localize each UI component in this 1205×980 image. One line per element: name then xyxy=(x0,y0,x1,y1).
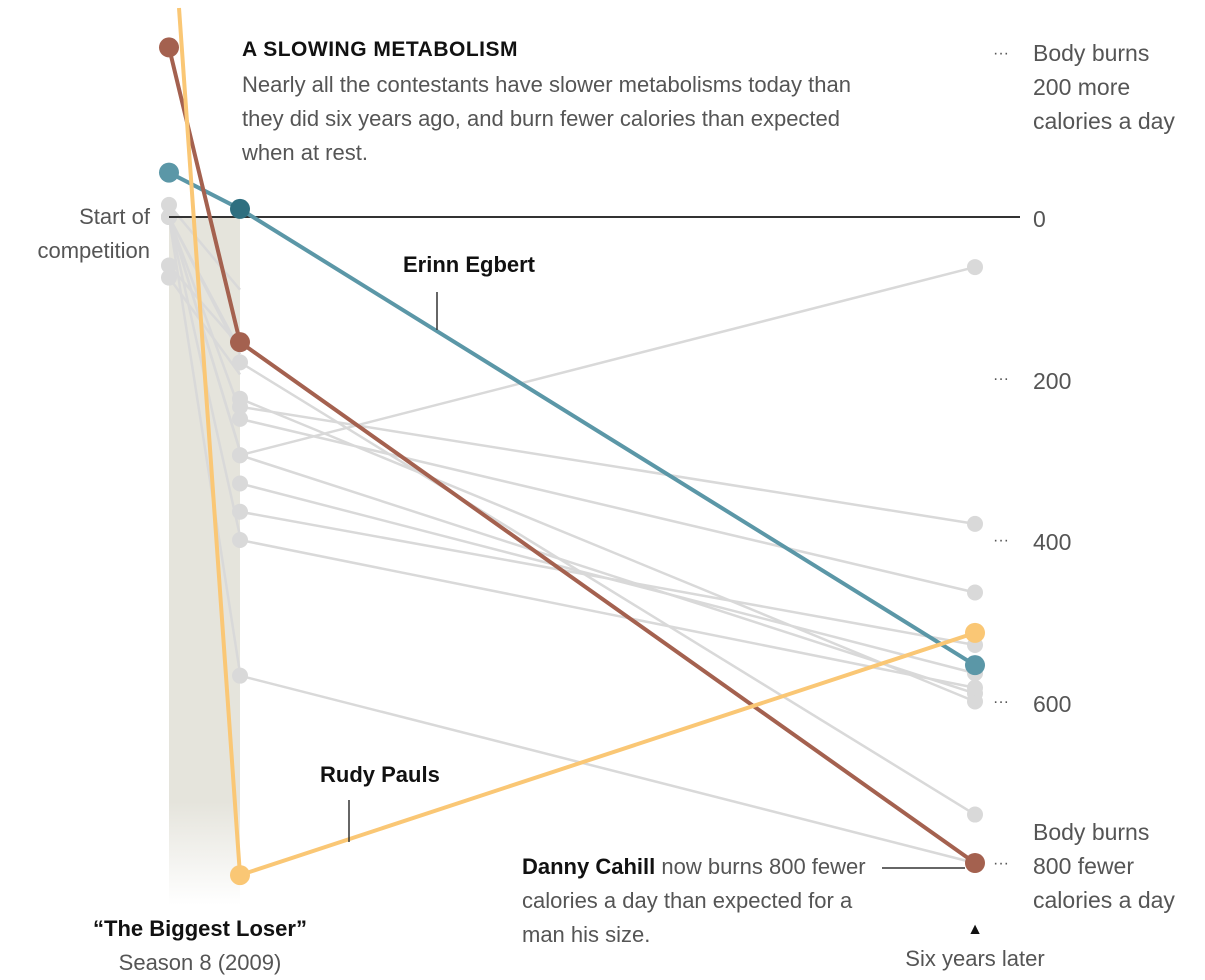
y-tick-label-0: 0 xyxy=(1033,206,1046,232)
point-erinn-start xyxy=(159,162,179,183)
series-g7-seg2 xyxy=(239,482,976,675)
erinn-egbert-label: Erinn Egbert xyxy=(403,252,536,277)
y-tick-leader-200: ··· xyxy=(993,371,1009,388)
point-g4-later xyxy=(967,515,983,532)
y-label-800-fewer-line3: calories a day xyxy=(1033,887,1175,913)
point-erinn-later xyxy=(965,655,985,676)
point-rudy-later xyxy=(965,622,985,643)
chart-title: A SLOWING METABOLISM xyxy=(242,38,518,61)
point-g3-later xyxy=(967,806,983,823)
point-g8-end-competition xyxy=(232,532,248,548)
chart-subtitle: Nearly all the contestants have slower m… xyxy=(242,72,851,165)
series-g7-seg1 xyxy=(167,216,242,452)
point-g1-start xyxy=(161,196,177,213)
point-g7-end-competition xyxy=(232,475,248,492)
start-label-line1: Start of xyxy=(79,204,150,229)
start-label-line2: competition xyxy=(37,238,150,263)
start-of-competition-label: Start of competition xyxy=(37,200,150,268)
danny-cahill-note: now burns 800 fewer calories a day than … xyxy=(522,854,866,947)
highlight-series-group xyxy=(159,7,985,886)
danny-cahill-name: Danny Cahill xyxy=(522,854,656,879)
point-rudy-end-competition xyxy=(230,865,250,886)
series-g5-seg1 xyxy=(167,216,242,355)
point-g6-later xyxy=(967,259,983,276)
series-g10-seg1 xyxy=(167,216,242,412)
tick-leaders-group: ··· ··· ··· ··· ··· xyxy=(993,45,1009,872)
six-years-later-text: Six years later xyxy=(905,946,1045,971)
y-tick-label-600: 600 xyxy=(1033,691,1072,717)
point-g3-end-competition xyxy=(232,354,248,371)
gray-series-group xyxy=(161,196,983,871)
series-g1-seg1 xyxy=(168,204,241,291)
point-g5-later xyxy=(967,693,983,710)
series-g10-seg2 xyxy=(239,417,976,594)
show-season-label: “The Biggest Loser” Season 8 (2009) xyxy=(0,912,400,980)
series-g5-seg2 xyxy=(239,397,976,703)
y-tick-leader-800: ··· xyxy=(993,855,1009,872)
y-tick-leader-400: ··· xyxy=(993,532,1009,549)
y-label-200-more-line2: 200 more xyxy=(1033,74,1131,100)
series-g6-seg2 xyxy=(239,265,976,457)
point-g10-end-competition xyxy=(232,410,248,427)
rudy-pauls-label: Rudy Pauls xyxy=(320,762,440,787)
y-label-800-fewer-line1: Body burns xyxy=(1033,819,1150,845)
y-tick-leader--200: ··· xyxy=(993,45,1009,62)
y-label-200-more-line3: calories a day xyxy=(1033,108,1175,134)
danny-cahill-annotation: Danny Cahill now burns 800 fewer calorie… xyxy=(522,850,882,952)
point-g8-later xyxy=(967,679,983,696)
y-tick-label-200: 200 xyxy=(1033,368,1072,394)
point-g10-later xyxy=(967,584,983,601)
point-danny-end-competition xyxy=(230,332,250,353)
y-label-800-fewer-line2: 800 fewer xyxy=(1033,853,1135,879)
y-tick-leader-600: ··· xyxy=(993,694,1009,711)
series-g9-seg2 xyxy=(239,674,976,865)
point-erinn-end-competition xyxy=(230,198,250,219)
y-tick-label-400: 400 xyxy=(1033,529,1072,555)
point-danny-start xyxy=(159,37,179,58)
season-name: Season 8 (2009) xyxy=(118,950,282,975)
series-g3-seg2 xyxy=(239,361,976,816)
point-danny-later xyxy=(965,853,985,873)
y-label-800-fewer: Body burns 800 fewer calories a day xyxy=(1033,815,1203,917)
point-g3-start xyxy=(161,269,177,286)
show-name: “The Biggest Loser” xyxy=(93,916,307,941)
competition-band xyxy=(169,217,240,905)
six-years-marker-icon: ▲ xyxy=(967,921,983,938)
series-g8-seg2 xyxy=(239,538,976,689)
point-g9-end-competition xyxy=(232,667,248,684)
y-label-200-more: Body burns 200 more calories a day xyxy=(1033,36,1203,138)
series-g9-seg1 xyxy=(167,216,242,674)
series-g1-seg2 xyxy=(239,454,976,695)
point-g6-end-competition xyxy=(232,447,248,464)
point-g2-start xyxy=(161,257,177,274)
series-g4-seg2 xyxy=(239,405,976,526)
y-label-200-more-line1: Body burns xyxy=(1033,40,1150,66)
six-years-later-label: ▲ Six years later xyxy=(880,918,1070,976)
